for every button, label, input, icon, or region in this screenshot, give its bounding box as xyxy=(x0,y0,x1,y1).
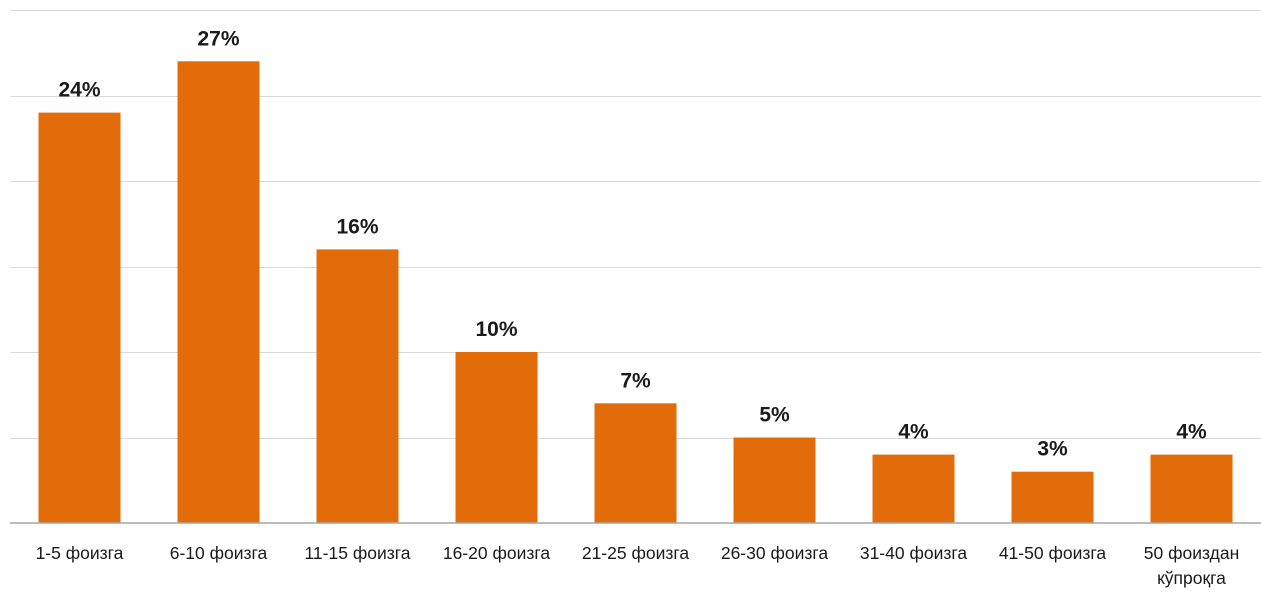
category-label-line: 16-20 фоизга xyxy=(443,543,551,563)
category-label: 50 фоиздан кўпроқга xyxy=(1144,543,1239,588)
bar xyxy=(38,112,121,523)
bar xyxy=(316,249,399,523)
data-label: 27% xyxy=(197,27,239,50)
data-label: 10% xyxy=(475,318,517,341)
data-label: 16% xyxy=(336,215,378,238)
category-label-line: 31-40 фоизга xyxy=(860,543,968,563)
data-label: 4% xyxy=(1176,421,1207,444)
category-label: 6-10 фоизга xyxy=(170,543,268,563)
category-label: 26-30 фоизга xyxy=(721,543,829,563)
category-label-line: 50 фоиздан xyxy=(1144,543,1239,563)
category-label: 16-20 фоизга xyxy=(443,543,551,563)
bar xyxy=(455,352,538,523)
bar xyxy=(1150,454,1233,523)
category-label-line: 26-30 фоизга xyxy=(721,543,829,563)
category-label: 21-25 фоизга xyxy=(582,543,690,563)
bar xyxy=(594,403,677,523)
bar xyxy=(872,454,955,523)
category-label: 11-15 фоизга xyxy=(305,543,411,563)
category-label: 1-5 фоизга xyxy=(36,543,124,563)
data-label: 7% xyxy=(620,369,651,392)
bar xyxy=(177,61,260,524)
category-label: 31-40 фоизга xyxy=(860,543,968,563)
data-label: 5% xyxy=(759,404,790,427)
category-label-line: 21-25 фоизга xyxy=(582,543,690,563)
category-labels: 1-5 фоизга 6-10 фоизга 11-15 фоизга 16-20 ф… xyxy=(36,543,1240,588)
data-label: 3% xyxy=(1037,438,1068,461)
bar xyxy=(733,437,816,523)
category-label-line: 41-50 фоизга xyxy=(999,543,1107,563)
bars xyxy=(38,61,1233,524)
data-labels: 24% 27% 16% 10% 7% 5% 4% 3% 4% xyxy=(58,27,1207,460)
category-label-line: 11-15 фоизга xyxy=(305,543,411,563)
data-label: 24% xyxy=(58,79,100,102)
category-label: 41-50 фоизга xyxy=(999,543,1107,563)
category-label-line: 6-10 фоизга xyxy=(170,543,268,563)
bar xyxy=(1011,471,1094,523)
data-label: 4% xyxy=(898,421,929,444)
category-label-line: 1-5 фоизга xyxy=(36,543,124,563)
category-label-line: кўпроқга xyxy=(1157,568,1226,588)
